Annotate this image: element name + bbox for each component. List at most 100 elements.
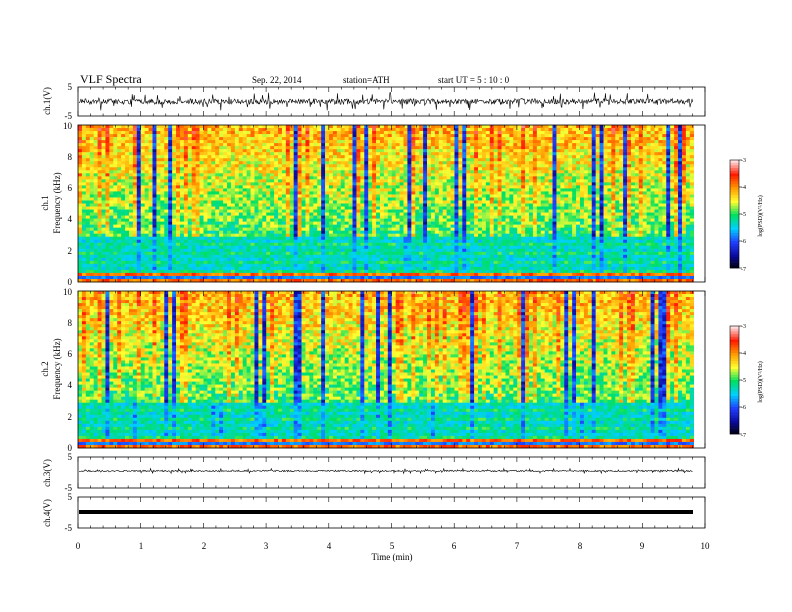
- ch1-spectrogram-cell: [203, 257, 208, 262]
- ch1-spectrogram-cell: [305, 251, 310, 256]
- ch1-spectrogram-cell: [242, 218, 247, 222]
- ch1-spectrogram-cell: [344, 200, 349, 204]
- ch1-spectrogram-cell: [427, 197, 432, 201]
- ch1-spectrogram-cell: [199, 152, 204, 156]
- ch1-spectrogram-cell: [148, 278, 153, 283]
- ch1-spectrogram-cell: [211, 176, 216, 180]
- ch1-spectrogram-cell: [113, 248, 118, 253]
- ch1-spectrogram-cell: [117, 230, 122, 234]
- ch1-spectrogram-cell: [446, 245, 451, 250]
- ch1-spectrogram-cell: [395, 272, 400, 277]
- ch1-spectrogram-cell: [215, 158, 220, 162]
- ch1-spectrogram-cell: [434, 161, 440, 165]
- ch1-spectrogram-cell: [144, 164, 149, 168]
- ch1-spectrogram-cell: [309, 260, 314, 265]
- ch1-spectrogram-cell: [360, 218, 365, 222]
- ch1-spectrogram-cell: [230, 152, 236, 156]
- ch1-spectrogram-cell: [285, 248, 291, 253]
- ch1-spectrogram-cell: [109, 263, 114, 268]
- ch1-spectrogram-cell: [274, 185, 279, 189]
- ch1-spectrogram-cell: [344, 275, 349, 280]
- ch1-spectrogram-cell: [274, 137, 279, 141]
- ch1-spectrogram-cell: [325, 212, 330, 216]
- ch1-spectrogram-cell: [179, 257, 185, 262]
- ch1-spectrogram-cell: [234, 260, 240, 265]
- ch1-spectrogram-cell: [81, 275, 87, 280]
- ch1-spectrogram-cell: [317, 158, 322, 162]
- ch1-spectrogram-cell: [211, 182, 216, 186]
- ch1-spectrogram-cell: [199, 140, 204, 144]
- ch1-spectrogram-cell: [148, 140, 153, 144]
- ch1-spectrogram-cell: [352, 269, 357, 274]
- ch1-spectrogram-cell: [344, 167, 349, 171]
- ch1-spectrogram-cell: [407, 278, 412, 283]
- ch1-spectrogram-cell: [250, 188, 255, 192]
- ch1-spectrogram-cell: [78, 164, 83, 168]
- ch1-spectrogram-cell: [395, 251, 400, 256]
- ch1-spectrogram-cell: [383, 215, 389, 219]
- ch1-spectrogram-cell: [442, 191, 447, 195]
- ch1-spectrogram-cell: [121, 185, 126, 189]
- ch1-spectrogram-cell: [195, 224, 200, 228]
- ch1-spectrogram-cell: [317, 224, 322, 228]
- ch1-spectrogram-cell: [85, 128, 91, 132]
- ch1-spectrogram-cell: [89, 206, 94, 210]
- ch1-spectrogram-cell: [101, 164, 106, 168]
- ch1-spectrogram-cell: [234, 242, 240, 247]
- ch1-spectrogram-cell: [395, 218, 400, 222]
- ch1-spectrogram-cell: [419, 149, 424, 153]
- ch1-spectrogram-cell: [168, 149, 173, 153]
- ch1-spectrogram-cell: [207, 239, 212, 244]
- ch1-spectrogram-cell: [93, 215, 98, 219]
- ch1-spectrogram-cell: [317, 200, 322, 204]
- ch1-spectrogram-cell: [215, 275, 220, 280]
- ch1-spectrogram-cell: [219, 155, 224, 159]
- ch1-spectrogram-cell: [438, 188, 444, 192]
- ch1-spectrogram-cell: [376, 206, 381, 210]
- ch1-spectrogram-cell: [109, 221, 114, 225]
- ch1-spectrogram-cell: [379, 173, 385, 177]
- ch1-spectrogram-cell: [427, 230, 432, 234]
- ch1-spectrogram-cell: [317, 236, 322, 241]
- ch1-spectrogram-cell: [223, 125, 228, 129]
- ch1-spectrogram-cell: [399, 233, 404, 238]
- ch1-spectrogram-cell: [285, 230, 291, 234]
- ch1-spectrogram-cell: [215, 164, 220, 168]
- ch1-spectrogram-cell: [336, 137, 342, 141]
- ch1-spectrogram-cell: [344, 263, 349, 268]
- ch1-spectrogram-cell: [203, 278, 208, 283]
- ch1-spectrogram-cell: [352, 158, 357, 162]
- ch1-spectrogram-cell: [164, 176, 169, 180]
- ch1-spectrogram-cell: [313, 131, 318, 135]
- ch1-spectrogram-cell: [223, 263, 228, 268]
- ch1-spectrogram-cell: [332, 197, 338, 201]
- ch1-spectrogram-cell: [132, 245, 138, 250]
- ch1-spectrogram-cell: [395, 212, 400, 216]
- ch1-spectrogram-cell: [430, 167, 436, 171]
- ch1-spectrogram-cell: [156, 260, 161, 265]
- ch1-spectrogram-cell: [195, 170, 200, 174]
- ch1-spectrogram-cell: [78, 143, 83, 147]
- ch1-spectrogram-cell: [207, 149, 212, 153]
- ch1-spectrogram-cell: [101, 230, 106, 234]
- ch1-spectrogram-cell: [415, 239, 420, 244]
- ch1-spectrogram-cell: [438, 137, 444, 141]
- ch1-spectrogram-cell: [215, 179, 220, 183]
- ch1-spectrogram-cell: [305, 182, 310, 186]
- ch1-spectrogram-cell: [113, 236, 118, 241]
- ch1-spectrogram-cell: [360, 248, 365, 253]
- ch1-spectrogram-cell: [317, 176, 322, 180]
- ch1-spectrogram-cell: [415, 140, 420, 144]
- ch1-spectrogram-cell: [387, 158, 393, 162]
- ch1-spectrogram-cell: [258, 170, 263, 174]
- ch1-spectrogram-cell: [297, 233, 302, 238]
- ch1-spectrogram-cell: [168, 266, 173, 271]
- ch1-spectrogram-cell: [132, 188, 138, 192]
- ch1-spectrogram-cell: [172, 191, 177, 195]
- ch1-spectrogram-cell: [117, 140, 122, 144]
- ch1-spectrogram-cell: [176, 143, 181, 147]
- ch1-spectrogram-cell: [317, 173, 322, 177]
- ch1-spectrogram-cell: [336, 209, 342, 213]
- ch1-spectrogram-cell: [97, 266, 102, 271]
- ch1-spectrogram-cell: [399, 242, 404, 247]
